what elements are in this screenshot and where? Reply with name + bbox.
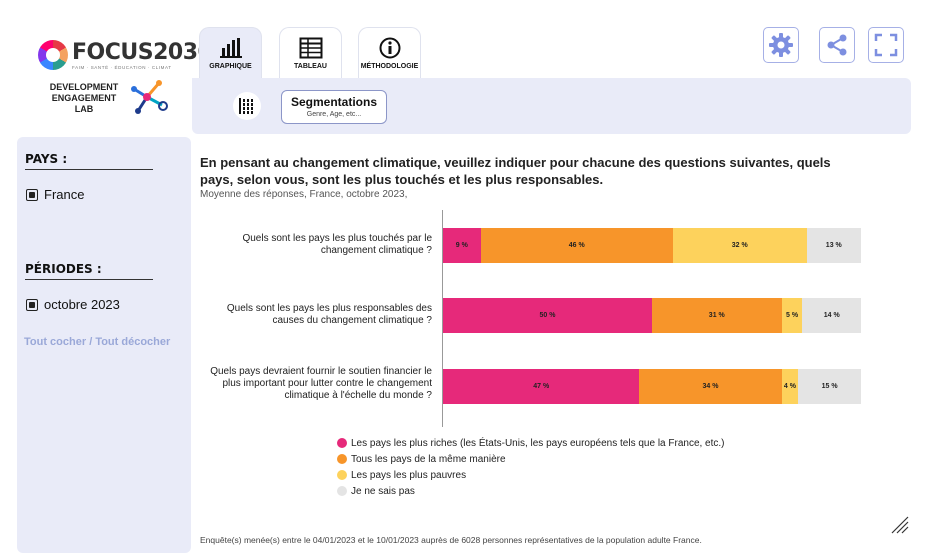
bar-segment[interactable]: 47 %	[443, 369, 640, 404]
table-icon	[299, 37, 322, 59]
question-subtitle: Moyenne des réponses, France, octobre 20…	[200, 189, 408, 200]
question-title: En pensant au changement climatique, veu…	[200, 155, 831, 187]
focus2030-logo-mark	[38, 40, 68, 70]
legend-item[interactable]: Je ne sais pas	[337, 483, 725, 499]
survey-footnote: Enquête(s) menée(s) entre le 04/01/2023 …	[200, 535, 702, 545]
pays-checkbox-france[interactable]: France	[26, 187, 84, 202]
grid-bars-icon	[239, 98, 253, 114]
bar-value-label: 46 %	[568, 242, 585, 249]
checkbox-checked-icon	[26, 188, 38, 201]
row-label: Quels pays devraient fournir le soutien …	[210, 366, 432, 401]
chart-legend: Les pays les plus riches (les États-Unis…	[337, 435, 725, 499]
legend-label: Tous les pays de la même manière	[351, 453, 506, 465]
pays-heading: PAYS :	[25, 152, 153, 170]
bar-chart-icon	[219, 38, 242, 58]
legend-dot-icon	[337, 438, 347, 448]
bar-segment[interactable]: 15 %	[798, 369, 861, 404]
tab-graphique-label: GRAPHIQUE	[209, 63, 252, 70]
bar-segment[interactable]: 5 %	[781, 298, 803, 333]
bar-value-label: 47 %	[533, 383, 550, 390]
tab-methodologie[interactable]: MÉTHODOLOGIE	[358, 27, 421, 79]
bar-value-label: 31 %	[708, 312, 725, 319]
legend-dot-icon	[337, 454, 347, 464]
bar-value-label: 4 %	[783, 383, 796, 390]
legend-label: Les pays les plus riches (les États-Unis…	[351, 437, 725, 449]
legend-item[interactable]: Tous les pays de la même manière	[337, 451, 725, 467]
periodes-heading: PÉRIODES :	[25, 262, 153, 280]
bar-value-label: 9 %	[455, 242, 468, 249]
uncheck-all-link[interactable]: Tout décocher	[95, 336, 171, 348]
row-label: Quels sont les pays les plus touchés par…	[242, 233, 432, 256]
legend-item[interactable]: Les pays les plus pauvres	[337, 467, 725, 483]
fullscreen-button[interactable]	[868, 27, 904, 63]
chart-axis-line	[442, 210, 443, 427]
stacked-bar[interactable]: 50 % 31 % 5 % 14 %	[443, 298, 861, 333]
legend-label: Les pays les plus pauvres	[351, 469, 467, 481]
bar-value-label: 50 %	[539, 312, 556, 319]
stacked-bar[interactable]: 47 % 34 % 4 % 15 %	[443, 369, 861, 404]
fullscreen-icon	[874, 33, 898, 57]
legend-item[interactable]: Les pays les plus riches (les États-Unis…	[337, 435, 725, 451]
bar-value-label: 5 %	[785, 312, 799, 319]
tab-methodologie-label: MÉTHODOLOGIE	[360, 63, 419, 70]
bar-value-label: 32 %	[731, 242, 748, 249]
legend-dot-icon	[337, 470, 347, 480]
check-all-link[interactable]: Tout cocher	[24, 336, 87, 348]
bar-segment[interactable]: 4 %	[781, 369, 799, 404]
share-icon	[827, 34, 847, 56]
tab-graphique[interactable]: GRAPHIQUE	[199, 27, 262, 79]
tab-tableau-label: TABLEAU	[294, 63, 327, 70]
stacked-bar[interactable]: 9 % 46 % 32 % 13 %	[443, 228, 861, 263]
bar-value-label: 13 %	[825, 242, 842, 249]
segmentations-button[interactable]: Segmentations Genre, Age, etc...	[281, 90, 387, 124]
periode-option-label: octobre 2023	[44, 297, 120, 312]
focus2030-logo: FOCUS2030 FAIM · SANTÉ · ÉDUCATION · CLI…	[38, 38, 213, 72]
bar-segment[interactable]: 50 %	[443, 298, 652, 333]
resize-handle-icon[interactable]	[890, 515, 910, 535]
segmentations-subtitle: Genre, Age, etc...	[306, 111, 362, 118]
share-button[interactable]	[819, 27, 855, 63]
bar-value-label: 15 %	[821, 383, 838, 390]
segmentation-grid-toggle[interactable]	[233, 92, 261, 120]
info-icon	[379, 37, 400, 59]
filter-panel: PAYS : France PÉRIODES : octobre 2023 To…	[17, 137, 191, 553]
bar-segment[interactable]: 13 %	[806, 228, 861, 263]
periode-checkbox-oct2023[interactable]: octobre 2023	[26, 297, 120, 312]
pays-option-label: France	[44, 187, 85, 202]
focus2030-wordmark: FOCUS2030	[72, 40, 213, 65]
del-logo-text: DEVELOPMENT ENGAGEMENT LAB	[49, 82, 119, 114]
focus2030-tagline: FAIM · SANTÉ · ÉDUCATION · CLIMAT	[72, 65, 172, 70]
bar-segment[interactable]: 34 %	[639, 369, 782, 404]
bar-segment[interactable]: 14 %	[802, 298, 861, 333]
tab-tableau[interactable]: TABLEAU	[279, 27, 342, 79]
bar-segment[interactable]: 9 %	[443, 228, 481, 263]
check-links: Tout cocher / Tout décocher	[24, 336, 170, 348]
bar-value-label: 14 %	[823, 312, 840, 319]
bar-segment[interactable]: 31 %	[652, 298, 782, 333]
bar-segment[interactable]: 32 %	[672, 228, 807, 263]
gear-icon	[769, 33, 793, 57]
stacked-bar-chart: Quels sont les pays les plus touchés par…	[196, 205, 896, 505]
bar-value-label: 34 %	[702, 383, 719, 390]
row-label: Quels sont les pays les plus responsable…	[226, 303, 432, 326]
link-separator: /	[86, 336, 96, 348]
legend-dot-icon	[337, 486, 347, 496]
settings-button[interactable]	[763, 27, 799, 63]
legend-label: Je ne sais pas	[351, 485, 415, 497]
del-logo: DEVELOPMENT ENGAGEMENT LAB	[46, 79, 170, 117]
bar-segment[interactable]: 46 %	[480, 228, 673, 263]
checkbox-checked-icon	[26, 298, 38, 311]
segmentation-bar: Segmentations Genre, Age, etc...	[192, 78, 911, 134]
del-logo-mark	[131, 80, 168, 114]
segmentations-title: Segmentations	[290, 95, 377, 109]
